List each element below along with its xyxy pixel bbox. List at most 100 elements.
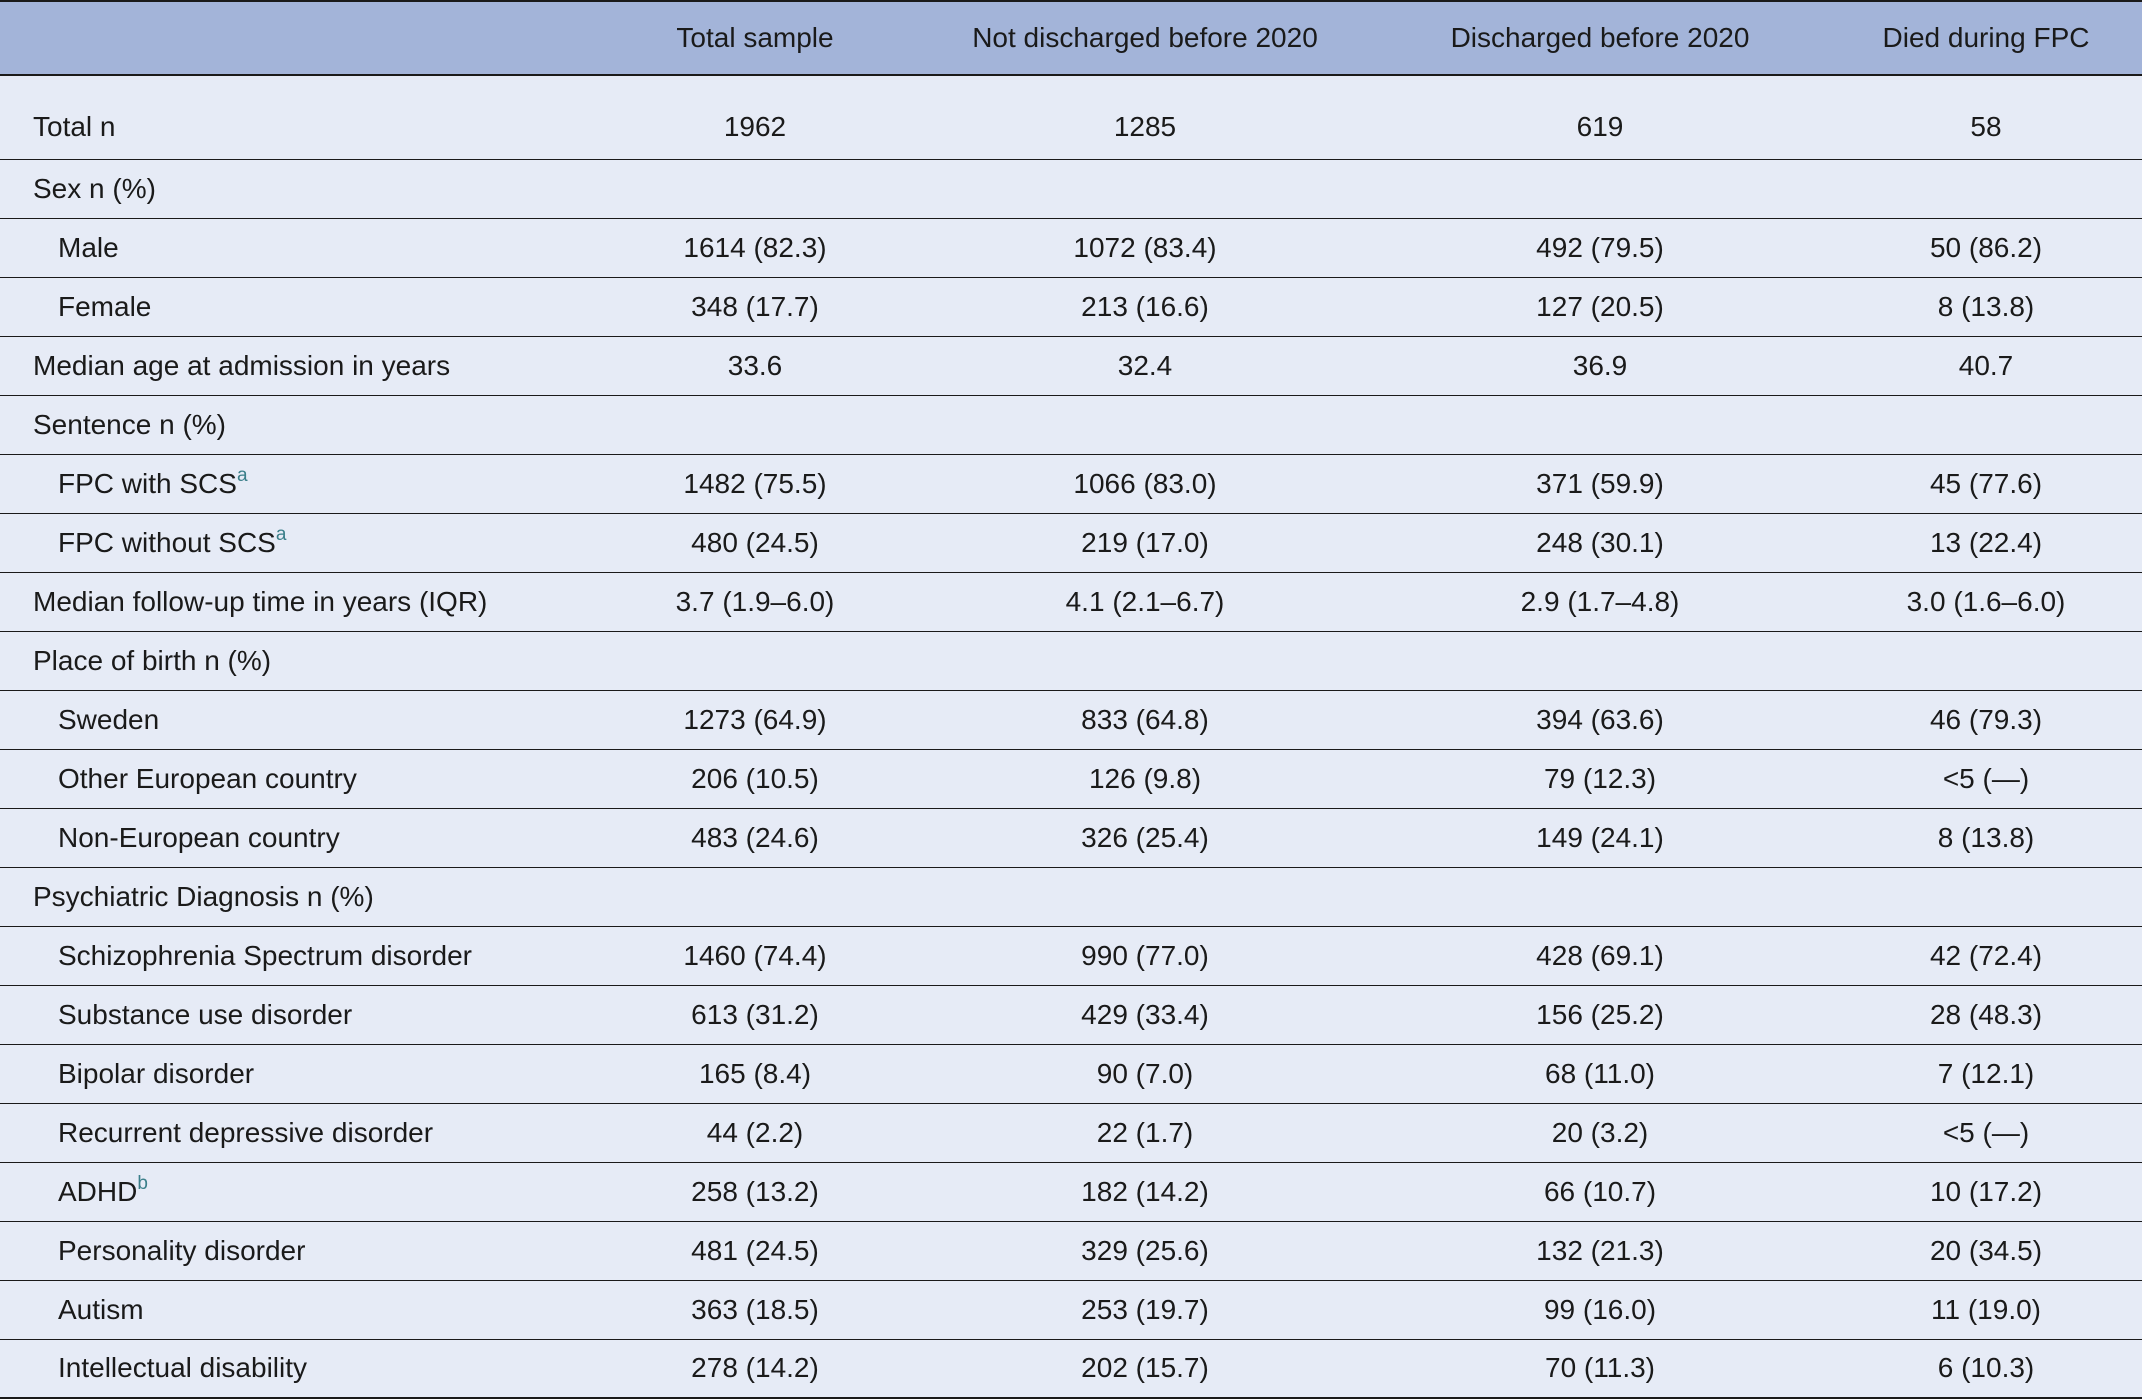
table-row: Place of birth n (%): [0, 631, 2142, 691]
value-cell-not-discharged: [920, 631, 1370, 691]
header-row: Total sample Not discharged before 2020 …: [0, 0, 2142, 76]
row-label: Bipolar disorder: [58, 1057, 255, 1089]
row-label-cell: Schizophrenia Spectrum disorder: [0, 926, 590, 986]
value-cell-died: <5 (—): [1830, 749, 2142, 809]
value-cell-discharged: 36.9: [1370, 336, 1830, 396]
value-cell-not-discharged: 253 (19.7): [920, 1280, 1370, 1340]
header-cell-died: Died during FPC: [1830, 0, 2142, 76]
row-label: Sentence n (%): [33, 408, 226, 440]
row-label-cell: FPC with SCSa: [0, 454, 590, 514]
row-label-cell: Male: [0, 218, 590, 278]
table-row: Bipolar disorder 165 (8.4) 90 (7.0) 68 (11.…: [0, 1044, 2142, 1104]
value-cell-not-discharged: 4.1 (2.1–6.7): [920, 572, 1370, 632]
table-row: Substance use disorder 613 (31.2) 429 (33.…: [0, 985, 2142, 1045]
row-label-cell: Total n: [0, 75, 590, 160]
table-row: Non-European country 483 (24.6) 326 (25.4)…: [0, 808, 2142, 868]
value-cell-not-discharged: 213 (16.6): [920, 277, 1370, 337]
value-cell-died: [1830, 631, 2142, 691]
table-row: ADHDb 258 (13.2) 182 (14.2) 66 (10.7) 10 (17…: [0, 1162, 2142, 1222]
value-cell-not-discharged: 182 (14.2): [920, 1162, 1370, 1222]
value-cell-died: 40.7: [1830, 336, 2142, 396]
row-label: Recurrent depressive disorder: [58, 1116, 434, 1148]
table-row: Median age at admission in years 33.6 32.4…: [0, 336, 2142, 396]
row-label-cell: Sex n (%): [0, 159, 590, 219]
value-cell-total-sample: 1460 (74.4): [590, 926, 920, 986]
value-cell-died: 8 (13.8): [1830, 808, 2142, 868]
row-label-cell: Female: [0, 277, 590, 337]
row-label-cell: Place of birth n (%): [0, 631, 590, 691]
value-cell-discharged: [1370, 631, 1830, 691]
row-label: ADHD: [58, 1175, 138, 1207]
table-row: Total n 1962 1285 619 58: [0, 75, 2142, 160]
row-label: Total n: [33, 111, 116, 143]
row-label-cell: Bipolar disorder: [0, 1044, 590, 1104]
value-cell-total-sample: 3.7 (1.9–6.0): [590, 572, 920, 632]
row-label: FPC with SCS: [58, 467, 237, 499]
value-cell-died: 11 (19.0): [1830, 1280, 2142, 1340]
table-row: Personality disorder 481 (24.5) 329 (25.6)…: [0, 1221, 2142, 1281]
row-label: Personality disorder: [58, 1234, 306, 1266]
value-cell-not-discharged: 219 (17.0): [920, 513, 1370, 573]
value-cell-died: 10 (17.2): [1830, 1162, 2142, 1222]
footnote-marker: a: [275, 523, 287, 545]
value-cell-discharged: 248 (30.1): [1370, 513, 1830, 573]
value-cell-discharged: 428 (69.1): [1370, 926, 1830, 986]
table-row: Schizophrenia Spectrum disorder 1460 (74.…: [0, 926, 2142, 986]
footnote-marker: b: [137, 1172, 148, 1194]
table-row: FPC with SCSa 1482 (75.5) 1066 (83.0) 371 (…: [0, 454, 2142, 514]
value-cell-discharged: 127 (20.5): [1370, 277, 1830, 337]
value-cell-died: 45 (77.6): [1830, 454, 2142, 514]
value-cell-total-sample: 363 (18.5): [590, 1280, 920, 1340]
row-label: Autism: [58, 1293, 144, 1325]
value-cell-total-sample: [590, 395, 920, 455]
footnote-marker: a: [236, 464, 248, 486]
value-cell-died: [1830, 395, 2142, 455]
value-cell-total-sample: 481 (24.5): [590, 1221, 920, 1281]
value-cell-not-discharged: 429 (33.4): [920, 985, 1370, 1045]
value-cell-discharged: 66 (10.7): [1370, 1162, 1830, 1222]
value-cell-died: 8 (13.8): [1830, 277, 2142, 337]
table-row: Female 348 (17.7) 213 (16.6) 127 (20.5) 8 (1…: [0, 277, 2142, 337]
value-cell-discharged: 492 (79.5): [1370, 218, 1830, 278]
table-row: Autism 363 (18.5) 253 (19.7) 99 (16.0) 11 (1…: [0, 1280, 2142, 1340]
value-cell-not-discharged: [920, 867, 1370, 927]
table-row: Recurrent depressive disorder 44 (2.2) 22 …: [0, 1103, 2142, 1163]
value-cell-not-discharged: 329 (25.6): [920, 1221, 1370, 1281]
row-label: Median follow-up time in years (IQR): [33, 585, 488, 617]
value-cell-died: 42 (72.4): [1830, 926, 2142, 986]
row-label: Non-European country: [58, 821, 340, 853]
value-cell-total-sample: 480 (24.5): [590, 513, 920, 573]
row-label: Psychiatric Diagnosis n (%): [33, 880, 374, 912]
value-cell-total-sample: 613 (31.2): [590, 985, 920, 1045]
row-label-cell: Personality disorder: [0, 1221, 590, 1281]
value-cell-not-discharged: 1285: [920, 75, 1370, 160]
value-cell-total-sample: 165 (8.4): [590, 1044, 920, 1104]
header-cell-row-labels: [0, 0, 590, 76]
value-cell-not-discharged: 1066 (83.0): [920, 454, 1370, 514]
row-label-cell: Sentence n (%): [0, 395, 590, 455]
row-label-cell: FPC without SCSa: [0, 513, 590, 573]
row-label-cell: Psychiatric Diagnosis n (%): [0, 867, 590, 927]
value-cell-died: 6 (10.3): [1830, 1339, 2142, 1399]
row-label-cell: Intellectual disability: [0, 1339, 590, 1399]
row-label-cell: Autism: [0, 1280, 590, 1340]
value-cell-not-discharged: 326 (25.4): [920, 808, 1370, 868]
value-cell-total-sample: 33.6: [590, 336, 920, 396]
value-cell-total-sample: 258 (13.2): [590, 1162, 920, 1222]
table-row: Sex n (%): [0, 159, 2142, 219]
row-label: Schizophrenia Spectrum disorder: [58, 939, 472, 971]
value-cell-died: [1830, 159, 2142, 219]
value-cell-discharged: 68 (11.0): [1370, 1044, 1830, 1104]
value-cell-discharged: 20 (3.2): [1370, 1103, 1830, 1163]
header-cell-not-discharged: Not discharged before 2020: [920, 0, 1370, 76]
value-cell-died: 50 (86.2): [1830, 218, 2142, 278]
value-cell-died: 20 (34.5): [1830, 1221, 2142, 1281]
value-cell-not-discharged: 1072 (83.4): [920, 218, 1370, 278]
table-row: Psychiatric Diagnosis n (%): [0, 867, 2142, 927]
row-label: Other European country: [58, 762, 357, 794]
row-label-cell: Median follow-up time in years (IQR): [0, 572, 590, 632]
value-cell-died: [1830, 867, 2142, 927]
row-label-cell: Sweden: [0, 690, 590, 750]
value-cell-died: 3.0 (1.6–6.0): [1830, 572, 2142, 632]
